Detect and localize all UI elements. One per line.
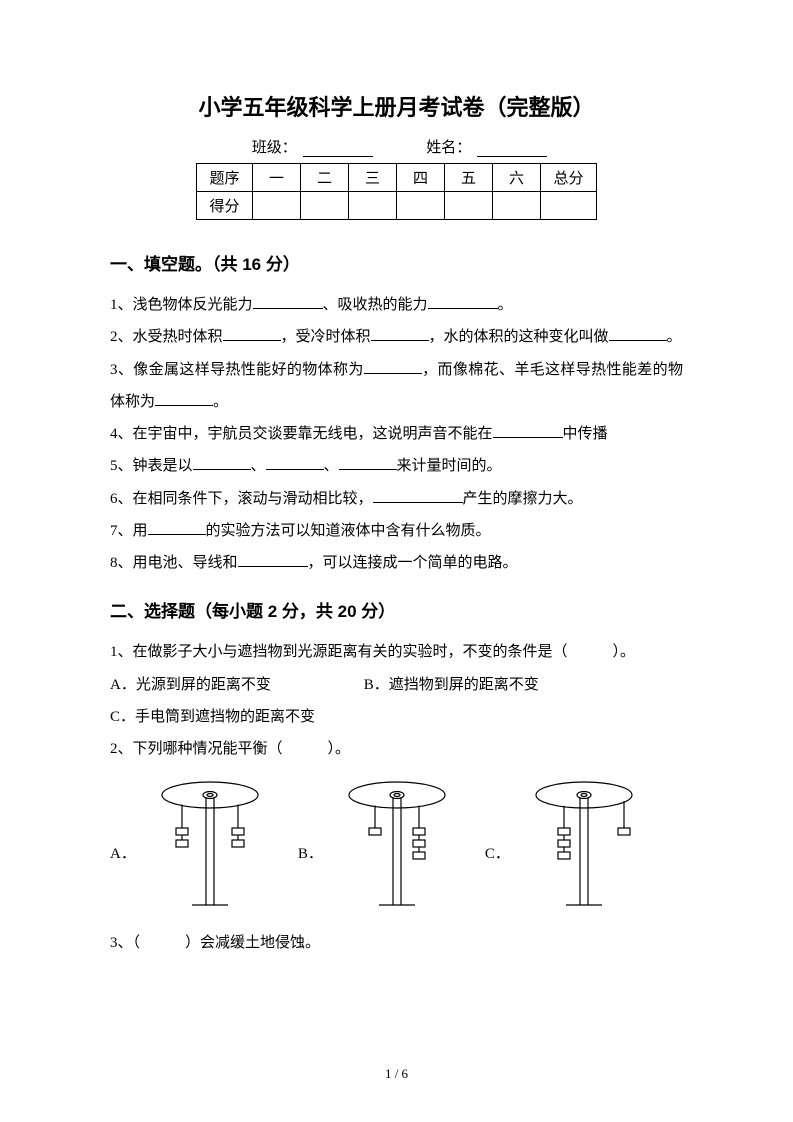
option-label-B: B． [298, 842, 323, 863]
q-text: 、吸收热的能力 [323, 297, 428, 313]
pulley-B: B． [298, 773, 467, 923]
s1-q5: 5、钟表是以 、 、 来计量时间的。 [110, 450, 683, 482]
blank-field[interactable] [266, 455, 324, 470]
q-text: 3、像金属这样导热性能好的物体称为 [110, 362, 364, 378]
pulley-diagram-icon [140, 773, 280, 923]
score-cell[interactable] [397, 192, 445, 220]
student-info-line: 班级： 姓名： [110, 136, 683, 157]
blank-field[interactable] [493, 423, 563, 438]
blank-field[interactable] [193, 455, 251, 470]
s1-q1: 1、浅色物体反光能力 、吸收热的能力 。 [110, 289, 683, 321]
q-text: 2、下列哪种情况能平衡（ ）。 [110, 741, 350, 757]
class-label: 班级： [252, 140, 297, 156]
blank-field[interactable] [253, 294, 323, 309]
th-3: 三 [349, 164, 397, 192]
pulley-diagrams: A． B． C． [110, 773, 683, 923]
q-text: 3、（ ）会减缓土地侵蚀。 [110, 935, 320, 951]
q-text: ，水的体积的这种变化叫做 [429, 329, 609, 345]
s1-q4: 4、在宇宙中，宇航员交谈要靠无线电，这说明声音不能在 中传播 [110, 418, 683, 450]
class-field[interactable] [303, 139, 373, 157]
blank-field[interactable] [364, 359, 422, 374]
th-total: 总分 [541, 164, 597, 192]
q-text: ，可以连接成一个简单的电路。 [308, 555, 518, 571]
name-label: 姓名： [426, 140, 471, 156]
td-score-label: 得分 [197, 192, 253, 220]
blank-field[interactable] [339, 455, 397, 470]
page-number: 1 / 6 [0, 1066, 793, 1082]
name-field[interactable] [477, 139, 547, 157]
s2-q1-optA: A．光源到屏的距离不变 [110, 669, 360, 701]
q-text: 中传播 [563, 426, 608, 442]
s2-q1-opts-c: C．手电筒到遮挡物的距离不变 [110, 701, 683, 733]
option-label-C: C． [485, 842, 510, 863]
th-5: 五 [445, 164, 493, 192]
exam-title: 小学五年级科学上册月考试卷（完整版） [110, 90, 683, 122]
pulley-C: C． [485, 773, 654, 923]
score-cell[interactable] [349, 192, 397, 220]
table-row: 得分 [197, 192, 597, 220]
score-cell[interactable] [445, 192, 493, 220]
blank-field[interactable] [223, 326, 281, 341]
blank-field[interactable] [238, 552, 308, 567]
s2-q1-opts-ab: A．光源到屏的距离不变 B．遮挡物到屏的距离不变 [110, 669, 683, 701]
th-2: 二 [301, 164, 349, 192]
q-text: 产生的摩擦力大。 [463, 491, 583, 507]
s1-q2: 2、水受热时体积 ，受冷时体积 ，水的体积的这种变化叫做 。 [110, 321, 683, 353]
blank-field[interactable] [155, 391, 213, 406]
s2-q2: 2、下列哪种情况能平衡（ ）。 [110, 733, 683, 765]
th-seq: 题序 [197, 164, 253, 192]
s1-q6: 6、在相同条件下，滚动与滑动相比较， 产生的摩擦力大。 [110, 483, 683, 515]
blank-field[interactable] [371, 326, 429, 341]
score-cell[interactable] [541, 192, 597, 220]
q-text: 1、浅色物体反光能力 [110, 297, 253, 313]
q-text: 6、在相同条件下，滚动与滑动相比较， [110, 491, 373, 507]
s2-q1-optC: C．手电筒到遮挡物的距离不变 [110, 709, 315, 725]
score-table: 题序 一 二 三 四 五 六 总分 得分 [196, 163, 597, 220]
q-text: 、 [324, 458, 339, 474]
s1-q8: 8、用电池、导线和 ，可以连接成一个简单的电路。 [110, 547, 683, 579]
q-text: 、 [251, 458, 266, 474]
s1-q7: 7、用 的实验方法可以知道液体中含有什么物质。 [110, 515, 683, 547]
s2-q1: 1、在做影子大小与遮挡物到光源距离有关的实验时，不变的条件是（ ）。 [110, 636, 683, 668]
score-cell[interactable] [493, 192, 541, 220]
table-row: 题序 一 二 三 四 五 六 总分 [197, 164, 597, 192]
q-text: 。 [667, 329, 682, 345]
blank-field[interactable] [373, 488, 463, 503]
q-text: 。 [213, 394, 228, 410]
q-text: 7、用 [110, 523, 148, 539]
q-text: ，受冷时体积 [281, 329, 371, 345]
blank-field[interactable] [428, 294, 498, 309]
s1-q3: 3、像金属这样导热性能好的物体称为，而像棉花、羊毛这样导热性能差的物体称为。 [110, 354, 683, 419]
q-text: 1、在做影子大小与遮挡物到光源距离有关的实验时，不变的条件是（ ）。 [110, 644, 635, 660]
q-text: 4、在宇宙中，宇航员交谈要靠无线电，这说明声音不能在 [110, 426, 493, 442]
th-6: 六 [493, 164, 541, 192]
pulley-diagram-icon [327, 773, 467, 923]
th-4: 四 [397, 164, 445, 192]
q-text: 的实验方法可以知道液体中含有什么物质。 [206, 523, 491, 539]
s2-q1-optB: B．遮挡物到屏的距离不变 [364, 669, 539, 701]
section2-header: 二、选择题（每小题 2 分，共 20 分） [110, 597, 683, 622]
q-text: 5、钟表是以 [110, 458, 193, 474]
q-text: 来计量时间的。 [397, 458, 502, 474]
section1-header: 一、填空题。（共 16 分） [110, 250, 683, 275]
blank-field[interactable] [148, 520, 206, 535]
q-text: 。 [498, 297, 513, 313]
option-label-A: A． [110, 842, 136, 863]
th-1: 一 [253, 164, 301, 192]
score-cell[interactable] [253, 192, 301, 220]
blank-field[interactable] [609, 326, 667, 341]
q-text: 8、用电池、导线和 [110, 555, 238, 571]
pulley-A: A． [110, 773, 280, 923]
score-cell[interactable] [301, 192, 349, 220]
pulley-diagram-icon [514, 773, 654, 923]
s2-q3: 3、（ ）会减缓土地侵蚀。 [110, 927, 683, 959]
q-text: 2、水受热时体积 [110, 329, 223, 345]
